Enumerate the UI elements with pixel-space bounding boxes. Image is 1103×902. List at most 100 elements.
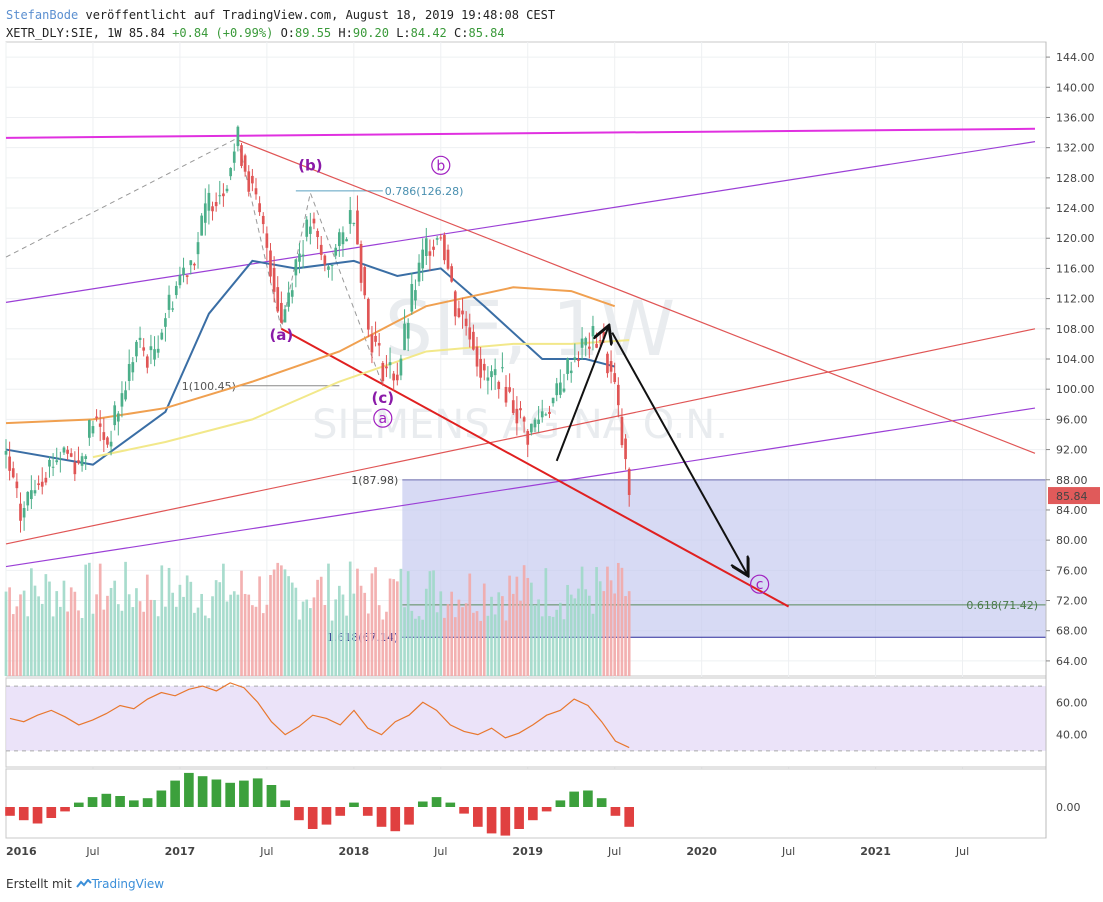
candle-body: [178, 275, 182, 286]
wave-label: (b): [298, 156, 322, 174]
trendline: [280, 327, 790, 608]
candle-body: [298, 253, 301, 262]
volume-bar: [77, 610, 80, 676]
candle-body: [399, 358, 403, 376]
watermark-symbol: SIE, 1W: [385, 284, 676, 373]
candle-body: [290, 290, 294, 297]
volume-bar: [616, 562, 620, 676]
low-label: L:: [396, 26, 411, 40]
volume-bar: [482, 583, 486, 676]
volume-bar: [356, 568, 359, 676]
volume-bar: [193, 612, 196, 676]
candle-body: [624, 438, 627, 460]
volume-bar: [472, 612, 475, 676]
candle-body: [8, 456, 11, 471]
macd-histogram-bar: [500, 807, 511, 836]
candle-body: [258, 203, 261, 213]
last-price: 85.84: [128, 26, 165, 40]
candle-body: [377, 343, 381, 346]
candle-body: [544, 414, 548, 416]
volume-bar: [453, 617, 457, 676]
volume-bar: [577, 588, 580, 676]
candle-body: [526, 431, 530, 445]
time-tick-label: 2020: [686, 845, 717, 858]
volume-bar: [446, 604, 450, 676]
price-tick-label: 136.00: [1056, 111, 1095, 124]
macd-histogram-bar: [486, 807, 497, 834]
volume-bar: [341, 594, 345, 676]
candle-body: [22, 507, 26, 518]
macd-histogram-bar: [252, 778, 263, 807]
candle-body: [240, 145, 243, 166]
price-tick-label: 132.00: [1056, 142, 1095, 155]
candle-body: [403, 323, 406, 351]
macd-histogram-bar: [610, 807, 621, 816]
candle-body: [457, 308, 461, 318]
macd-histogram-bar: [624, 807, 635, 827]
volume-bar: [98, 563, 102, 676]
volume-bar: [236, 594, 240, 676]
volume-bar: [613, 593, 617, 676]
candle-body: [164, 318, 167, 327]
candle-body: [149, 346, 153, 351]
candle-body: [87, 420, 91, 438]
price-change: +0.84 (+0.99%): [172, 26, 274, 40]
tradingview-logo-icon[interactable]: [75, 878, 92, 888]
close-label: C:: [454, 26, 469, 40]
candle-body: [222, 193, 225, 197]
volume-bar: [189, 581, 193, 676]
publish-info: veröffentlicht auf TradingView.com, Augu…: [85, 8, 556, 22]
trendline: [5, 407, 1036, 568]
trendline: [5, 127, 1035, 139]
candle-body: [106, 437, 109, 445]
volume-bar: [309, 608, 312, 676]
open-value: 89.55: [295, 26, 332, 40]
candle-body: [435, 238, 439, 240]
volume-bar: [609, 580, 613, 676]
candle-body: [309, 226, 312, 234]
candle-body: [301, 254, 305, 257]
volume-bar: [624, 596, 627, 676]
tradingview-brand[interactable]: TradingView: [91, 877, 165, 891]
symbol-label[interactable]: XETR_DLY:SIE, 1W: [6, 26, 122, 40]
volume-bar: [337, 585, 341, 676]
candle-body: [432, 246, 435, 250]
candle-body: [73, 462, 77, 475]
candle-body: [214, 202, 218, 207]
macd-histogram-bar: [541, 807, 552, 812]
volume-bar: [15, 606, 19, 676]
volume-bar: [385, 611, 388, 676]
volume-bar: [66, 611, 69, 676]
candle-body: [189, 260, 193, 266]
time-tick-label: 2021: [860, 845, 891, 858]
macd-histogram-bar: [307, 807, 318, 829]
candle-body: [59, 458, 62, 460]
volume-bar: [200, 593, 203, 676]
volume-bar: [62, 580, 66, 676]
candle-body: [124, 390, 127, 400]
wave-label-circle: [431, 155, 451, 175]
volume-bar: [225, 601, 229, 676]
volume-bar: [598, 581, 602, 676]
volume-bar: [443, 617, 446, 676]
candle-body: [580, 338, 584, 348]
candle-body: [428, 251, 432, 256]
volume-bar: [106, 595, 109, 676]
volume-bar: [548, 616, 551, 676]
volume-bar: [377, 605, 381, 676]
candle-body: [486, 377, 490, 381]
candle-body: [218, 195, 222, 197]
volume-bar: [120, 610, 124, 676]
volume-bar: [240, 570, 243, 676]
author-name[interactable]: StefanBode: [6, 8, 79, 22]
volume-bar: [627, 591, 631, 676]
candle-body: [577, 359, 580, 361]
macd-histogram-bar: [596, 798, 607, 807]
price-tick-label: 116.00: [1056, 262, 1095, 275]
wave-label: b: [436, 158, 445, 174]
volume-bar: [19, 594, 22, 676]
volume-bar: [566, 584, 569, 676]
volume-bar: [537, 599, 540, 676]
moving-average-line: [5, 259, 615, 466]
